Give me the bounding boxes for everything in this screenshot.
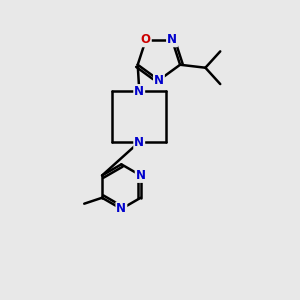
Text: N: N	[167, 33, 177, 46]
Text: N: N	[134, 85, 144, 98]
Text: N: N	[134, 136, 144, 148]
Text: O: O	[141, 33, 151, 46]
Text: N: N	[154, 74, 164, 87]
Text: N: N	[136, 169, 146, 182]
Text: N: N	[116, 202, 126, 215]
